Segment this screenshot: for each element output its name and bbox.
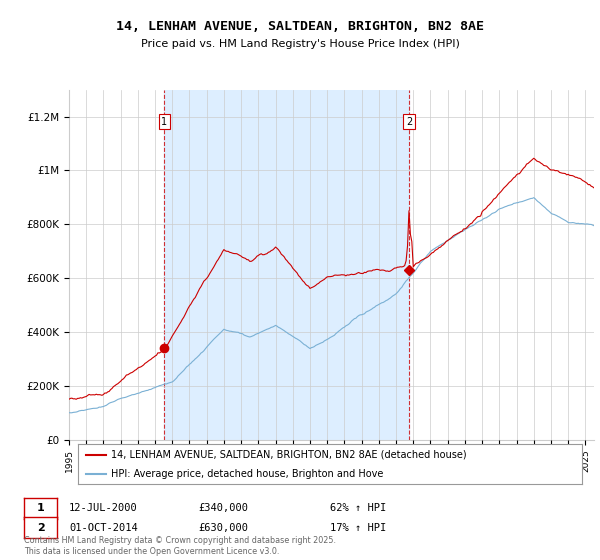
Text: £340,000: £340,000 xyxy=(198,503,248,514)
Text: 2: 2 xyxy=(406,117,412,127)
Text: 01-OCT-2014: 01-OCT-2014 xyxy=(69,522,138,533)
Text: 2: 2 xyxy=(37,522,44,533)
Bar xyxy=(164,90,409,440)
Text: 12-JUL-2000: 12-JUL-2000 xyxy=(69,503,138,514)
Text: HPI: Average price, detached house, Brighton and Hove: HPI: Average price, detached house, Brig… xyxy=(111,469,383,479)
Text: Contains HM Land Registry data © Crown copyright and database right 2025.
This d: Contains HM Land Registry data © Crown c… xyxy=(24,536,336,556)
Text: 1: 1 xyxy=(37,503,44,514)
Text: 1: 1 xyxy=(161,117,167,127)
Text: Price paid vs. HM Land Registry's House Price Index (HPI): Price paid vs. HM Land Registry's House … xyxy=(140,39,460,49)
Text: 14, LENHAM AVENUE, SALTDEAN, BRIGHTON, BN2 8AE (detached house): 14, LENHAM AVENUE, SALTDEAN, BRIGHTON, B… xyxy=(111,450,466,460)
Text: 14, LENHAM AVENUE, SALTDEAN, BRIGHTON, BN2 8AE: 14, LENHAM AVENUE, SALTDEAN, BRIGHTON, B… xyxy=(116,20,484,32)
Text: 62% ↑ HPI: 62% ↑ HPI xyxy=(330,503,386,514)
Text: 17% ↑ HPI: 17% ↑ HPI xyxy=(330,522,386,533)
Text: £630,000: £630,000 xyxy=(198,522,248,533)
